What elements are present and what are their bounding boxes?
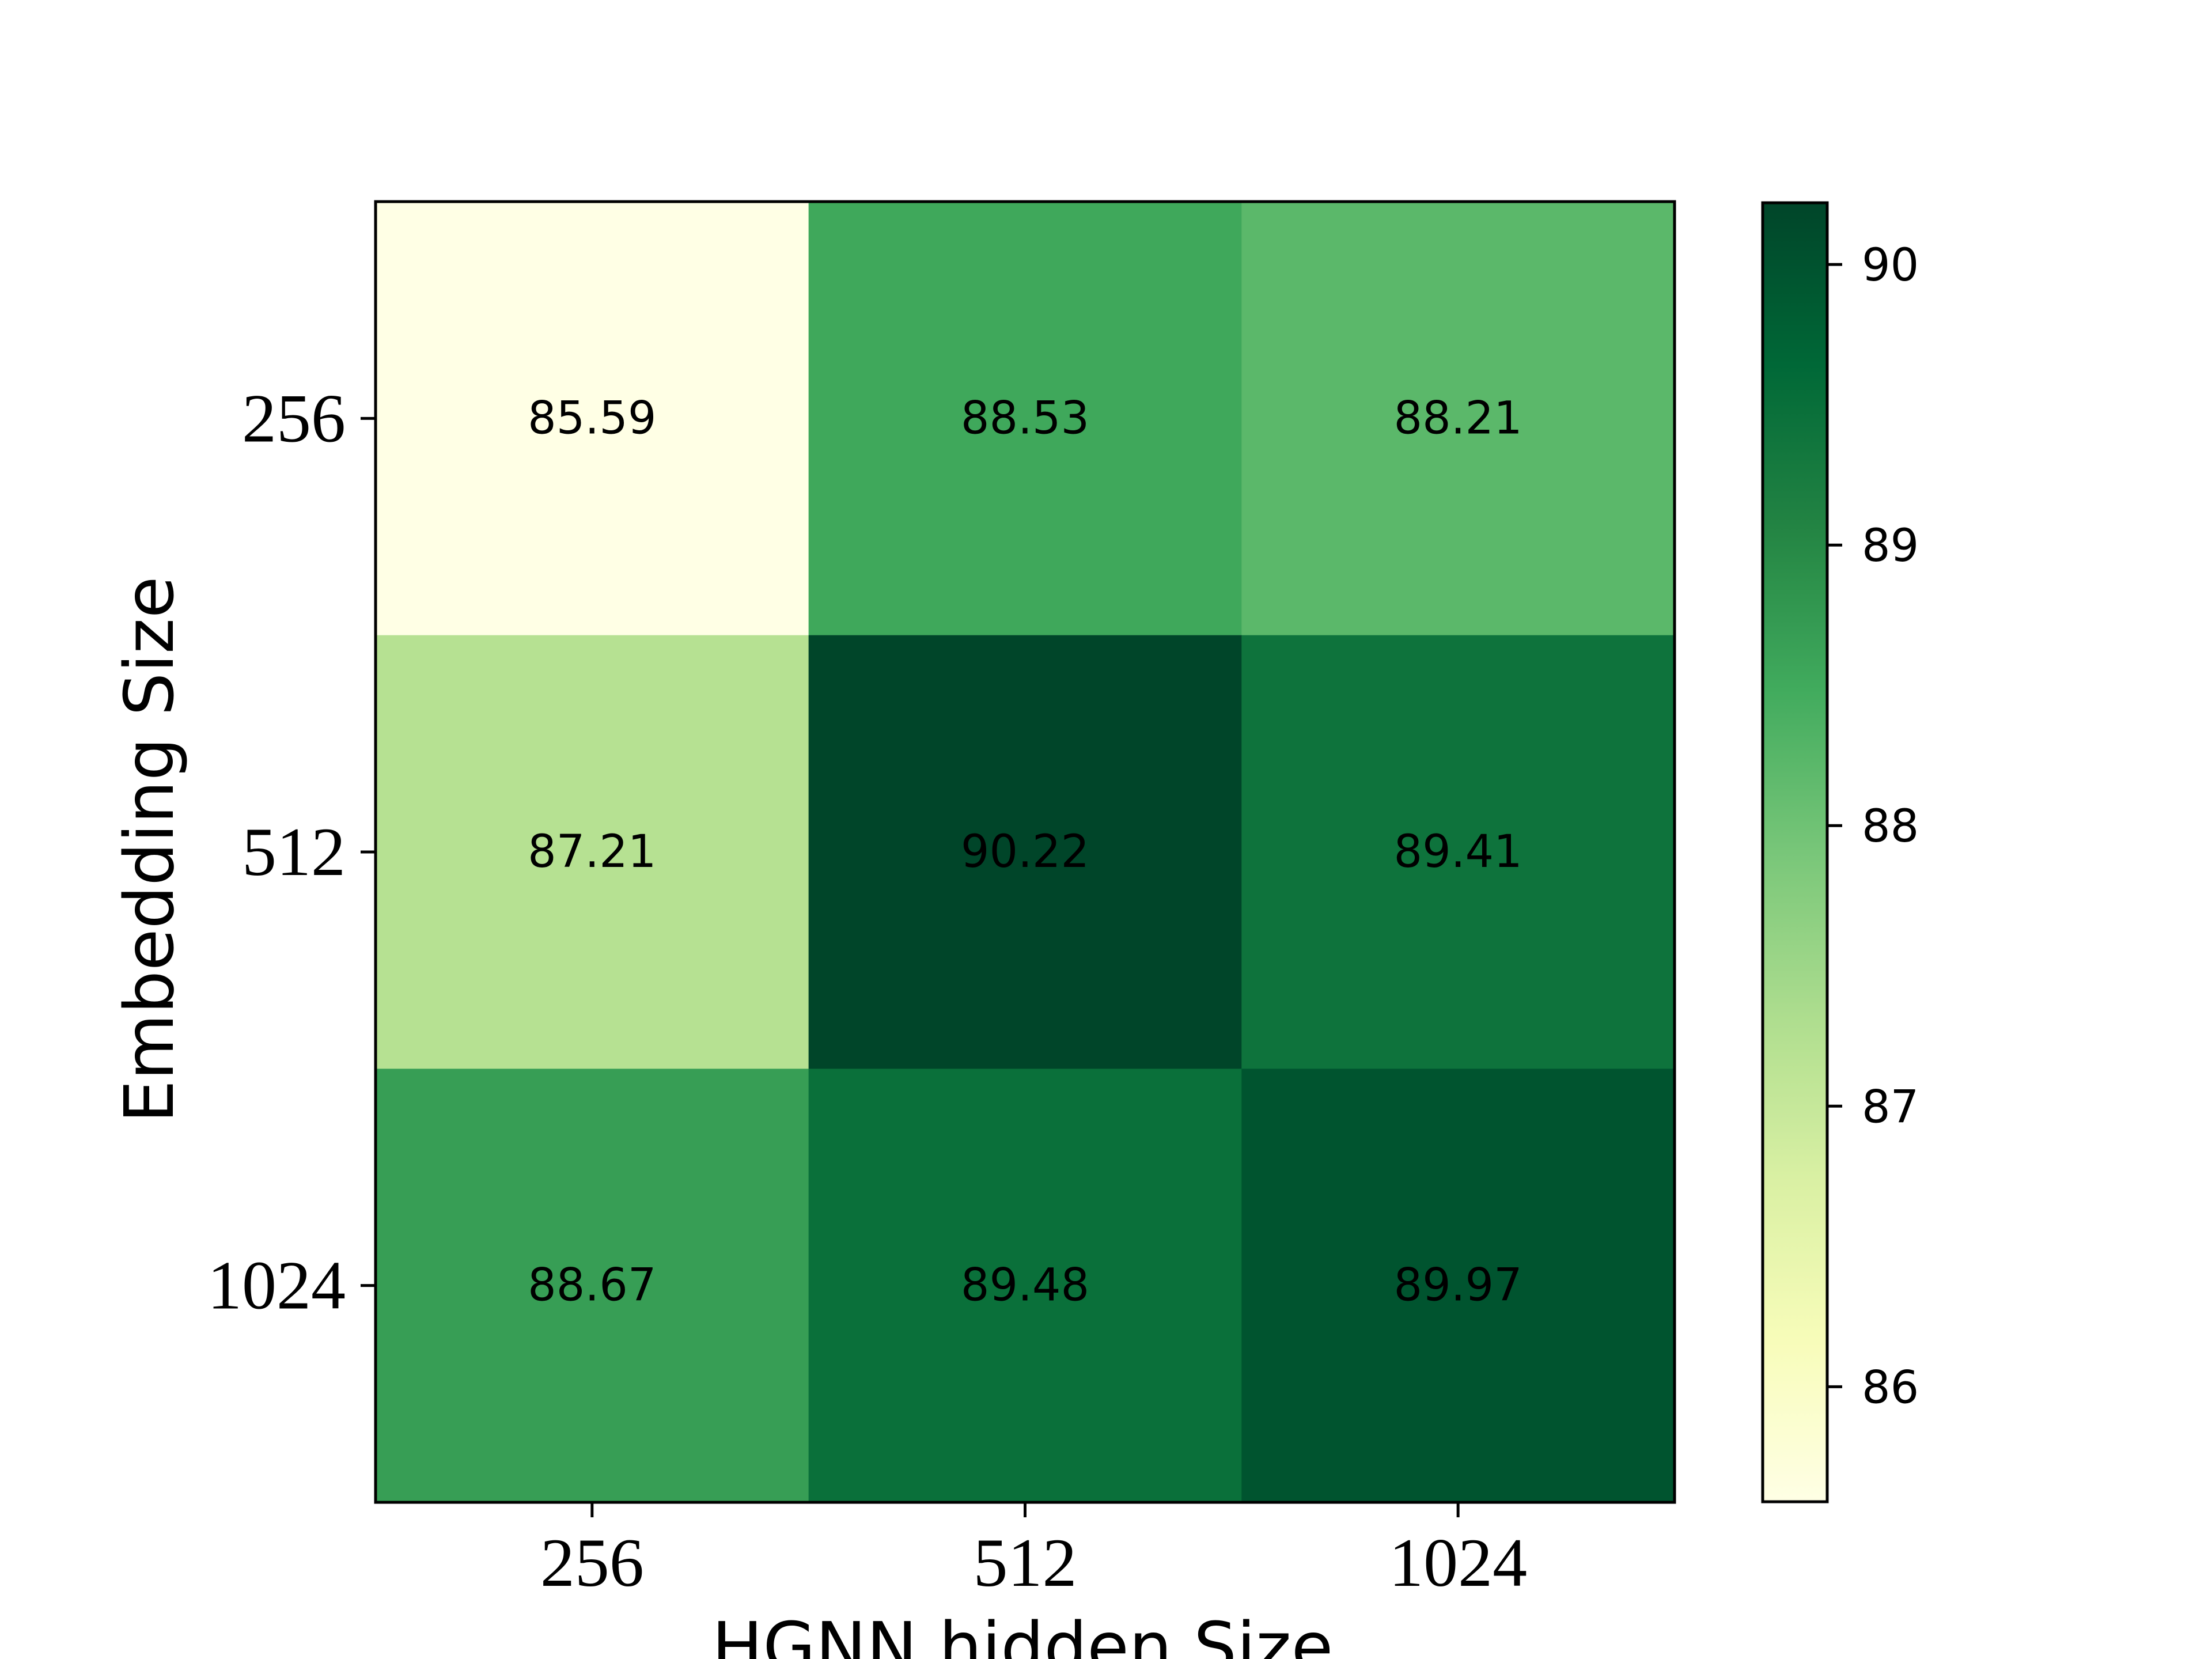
colorbar-tick-label: 86 bbox=[1862, 1362, 1919, 1414]
colorbar: 86 87 88 89 90 bbox=[1761, 201, 1919, 1503]
heatmap-cell-label: 89.41 bbox=[1394, 826, 1522, 878]
heatmap-cell bbox=[808, 635, 1242, 1069]
colorbar-gradient bbox=[1763, 203, 1827, 1502]
heatmap-cell-label: 90.22 bbox=[961, 826, 1089, 878]
y-axis-label: Embedding Size bbox=[109, 576, 189, 1123]
x-tick-label: 512 bbox=[974, 1524, 1077, 1601]
heatmap-cell-labels: 85.59 88.53 88.21 87.21 90.22 89.41 88.67 89.48… bbox=[528, 392, 1522, 1311]
heatmap-cell-label: 88.53 bbox=[961, 392, 1089, 444]
heatmap-cell bbox=[1241, 202, 1675, 636]
colorbar-tick-label: 89 bbox=[1862, 520, 1919, 572]
heatmap-cell bbox=[376, 635, 809, 1069]
heatmap-cell bbox=[376, 202, 809, 636]
x-tick-label: 1024 bbox=[1389, 1524, 1527, 1601]
colorbar-tick-label: 87 bbox=[1862, 1081, 1919, 1133]
colorbar-frame bbox=[1761, 201, 1829, 1503]
heatmap-cell-label: 89.48 bbox=[961, 1260, 1089, 1312]
y-tick-label: 512 bbox=[242, 813, 346, 890]
heatmap-cell-label: 89.97 bbox=[1394, 1260, 1522, 1312]
heatmap-cell bbox=[808, 1069, 1242, 1503]
heatmap-cell bbox=[376, 1069, 809, 1503]
colorbar-tick-label: 88 bbox=[1862, 801, 1919, 853]
colorbar-ticks: 86 87 88 89 90 bbox=[1827, 240, 1919, 1414]
x-axis-label: HGNN hidden Size bbox=[712, 1607, 1334, 1659]
x-axis-ticks: 256 512 1024 bbox=[540, 1502, 1527, 1601]
heatmap-cell bbox=[808, 202, 1242, 636]
colorbar-tick-label: 90 bbox=[1862, 240, 1919, 291]
heatmap-cell-label: 88.67 bbox=[528, 1260, 656, 1312]
heatmap-cell-label: 85.59 bbox=[528, 392, 656, 444]
y-tick-label: 256 bbox=[242, 380, 346, 456]
heatmap-cell-label: 88.21 bbox=[1394, 392, 1522, 444]
y-tick-label: 1024 bbox=[207, 1247, 346, 1324]
heatmap-cell-label: 87.21 bbox=[528, 826, 656, 878]
y-axis-ticks: 256 512 1024 bbox=[207, 380, 376, 1324]
heatmap-cell bbox=[1241, 635, 1675, 1069]
x-tick-label: 256 bbox=[540, 1524, 644, 1601]
heatmap-cells bbox=[376, 202, 1675, 1503]
heatmap-cell bbox=[1241, 1069, 1675, 1503]
